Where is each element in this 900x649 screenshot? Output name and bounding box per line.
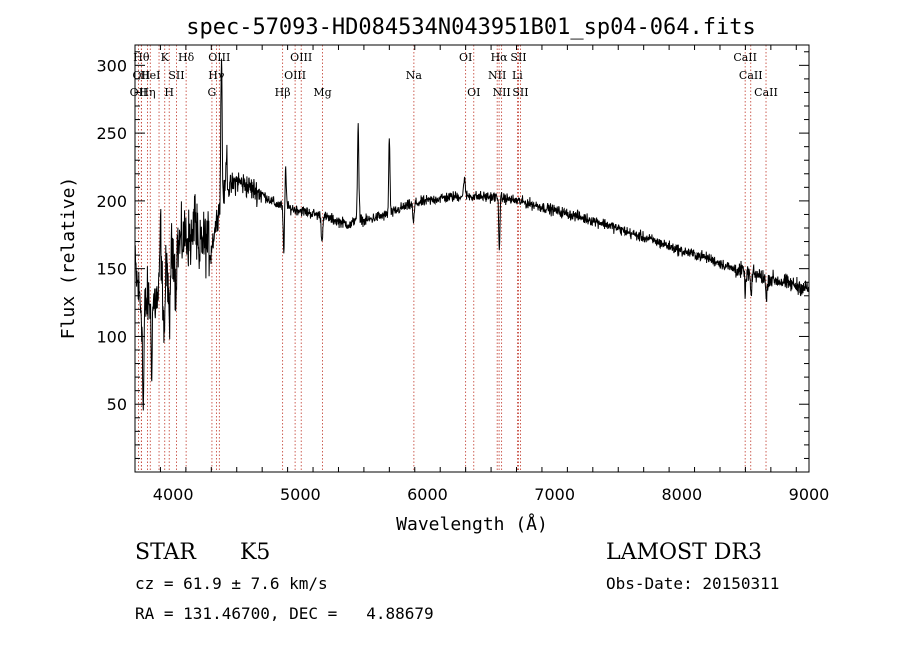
y-tick-label: 50 <box>107 395 127 414</box>
line-label: G <box>208 86 217 99</box>
chart-title: spec-57093-HD084534N043951B01_sp04-064.f… <box>186 15 756 40</box>
line-label: Na <box>406 69 423 82</box>
y-tick-label: 150 <box>96 260 127 279</box>
line-label: Hθ <box>133 51 150 64</box>
line-label: OI <box>467 86 480 99</box>
line-label: HeI <box>140 69 160 82</box>
y-tick-label: 100 <box>96 327 127 346</box>
x-tick-label: 8000 <box>661 485 702 504</box>
line-label: Hδ <box>178 51 195 64</box>
x-tick-label: 6000 <box>407 485 448 504</box>
line-label: CaII <box>754 86 778 99</box>
line-label: OIII <box>290 51 312 64</box>
redshift-readout: cz = 61.9 ± 7.6 km/s <box>135 574 328 593</box>
line-label: Hη <box>139 86 155 99</box>
spectral-line-markers <box>138 45 767 472</box>
line-label: Li <box>512 69 523 82</box>
observation-date: Obs-Date: 20150311 <box>606 574 780 593</box>
line-label: H <box>164 86 174 99</box>
plot-frame <box>134 44 810 473</box>
line-label: K <box>161 51 170 64</box>
line-label: OIII <box>284 69 306 82</box>
line-label: SII <box>168 69 184 82</box>
x-tick-label: 9000 <box>789 485 830 504</box>
line-label: NII <box>488 69 506 82</box>
line-label: SII <box>510 51 526 64</box>
line-label: Hβ <box>275 86 291 99</box>
line-label: NII <box>492 86 510 99</box>
line-label: OIII <box>208 51 230 64</box>
line-label: CaII <box>739 69 763 82</box>
spectral-line-labels: OIIHθOIIHηHeIKHSIIHδGHγOIIIHβOIIIOIIIMgN… <box>130 51 778 99</box>
object-class: STAR <box>135 540 196 565</box>
y-tick-label: 250 <box>96 124 127 143</box>
line-label: OI <box>459 51 472 64</box>
sky-coordinates: RA = 131.46700, DEC = 4.88679 <box>135 604 434 623</box>
spectrum-line <box>134 58 810 411</box>
y-axis: 50 100 150 200 250 300 <box>96 51 809 459</box>
line-label: SII <box>512 86 528 99</box>
object-subclass: K5 <box>240 540 271 565</box>
line-label: Mg <box>313 86 331 99</box>
y-tick-label: 200 <box>96 192 127 211</box>
x-tick-label: 5000 <box>280 485 321 504</box>
x-axis: 4000 5000 6000 7000 8000 9000 <box>134 45 830 504</box>
y-axis-label: Flux (relative) <box>58 177 79 340</box>
line-label: Hα <box>491 51 509 64</box>
survey-name: LAMOST DR3 <box>606 540 762 565</box>
line-label: CaII <box>733 51 757 64</box>
line-label: Hγ <box>208 69 225 82</box>
x-tick-label: 7000 <box>534 485 575 504</box>
x-axis-label: Wavelength (Å) <box>396 513 548 535</box>
y-tick-label: 300 <box>96 56 127 75</box>
x-tick-label: 4000 <box>153 485 194 504</box>
